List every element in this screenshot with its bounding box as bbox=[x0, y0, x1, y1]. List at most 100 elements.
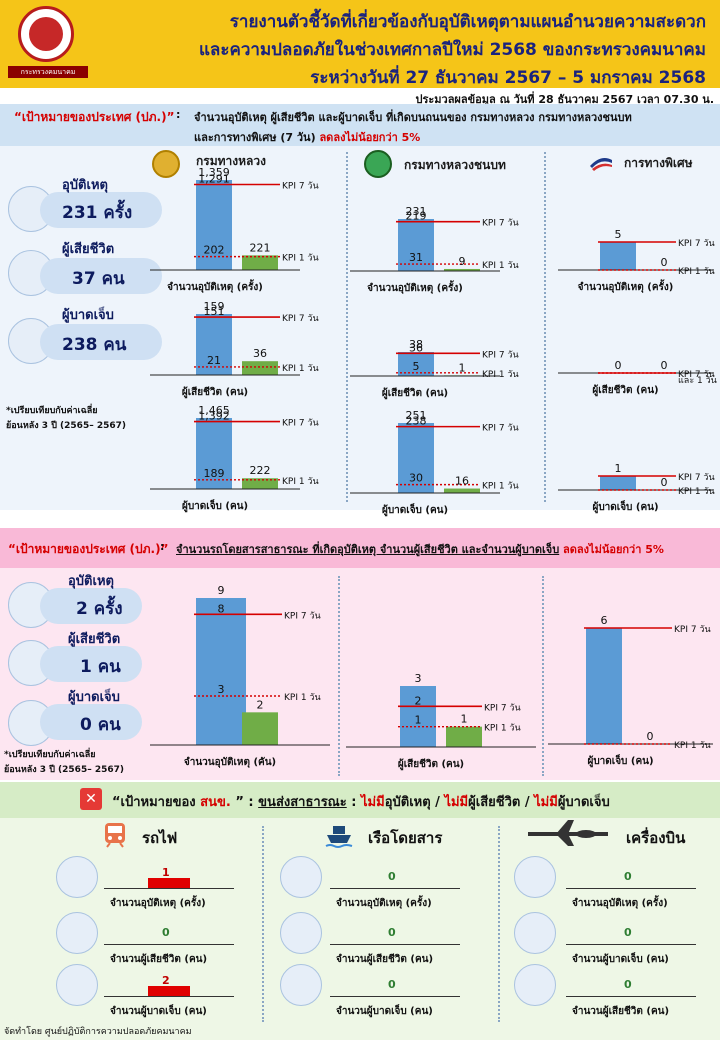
data-label-kpi-1day: 189 bbox=[204, 467, 225, 480]
section1-goal-colon: : bbox=[176, 108, 181, 121]
section3-goal-band bbox=[0, 782, 720, 818]
section1-goal-label: “เป้าหมายของประเทศ (ปภ.)” bbox=[14, 110, 175, 124]
data-label-actual-7day: 231 bbox=[406, 205, 427, 218]
mode-title-airplane: เครื่องบิน bbox=[626, 829, 686, 847]
mode-row-value: 0 bbox=[624, 978, 632, 991]
mode-row-label: จำนวนผู้บาดเจ็บ (คน) bbox=[336, 1006, 433, 1017]
bar-actual-1day bbox=[242, 361, 278, 375]
bar-actual-1day bbox=[444, 268, 480, 271]
data-label-actual-1day: 222 bbox=[250, 464, 271, 477]
data-label-kpi-1day: 30 bbox=[409, 472, 423, 485]
stat-pill-injuries bbox=[40, 324, 162, 360]
doh-logo-icon bbox=[152, 150, 180, 178]
mode-row-label: จำนวนผู้เสียชีวิต (คน) bbox=[336, 954, 434, 965]
x-mark-icon: ✕ bbox=[80, 788, 102, 810]
data-label-kpi-7day: 219 bbox=[406, 210, 427, 223]
data-label-actual-7day: 6 bbox=[601, 614, 608, 627]
data-label-kpi-7day: 1,392 bbox=[198, 410, 230, 423]
chart-x-label: จำนวนอุบัติเหตุ (คัน) bbox=[184, 756, 276, 768]
mode-row-baseline bbox=[104, 944, 234, 945]
data-label-kpi-1day: 202 bbox=[204, 244, 225, 257]
stat-pill-accidents bbox=[40, 192, 162, 228]
section3-none-1: ไม่มี bbox=[361, 795, 385, 810]
mode-row-label: จำนวนอุบัติเหตุ (ครั้ง) bbox=[572, 898, 668, 909]
injured-person-icon bbox=[514, 912, 556, 954]
data-label-actual-7day: 38 bbox=[409, 338, 423, 351]
data-label-actual-7day: 1 bbox=[615, 462, 622, 475]
car-crash-icon bbox=[280, 856, 322, 898]
data-label-kpi-7day: 8 bbox=[218, 602, 225, 615]
mode-row-value: 0 bbox=[624, 870, 632, 883]
chart-exat-accidents: KPI 7 วัน KPI 1 วัน 5 0 จำนวนอุบัติเหตุ (ครั… bbox=[558, 228, 715, 293]
column-divider bbox=[542, 576, 544, 776]
kpi-1day-label: KPI 1 วัน bbox=[284, 693, 321, 703]
bar-actual-1day bbox=[242, 255, 278, 270]
dorr-logo-icon bbox=[364, 150, 392, 178]
bar-actual-1day bbox=[446, 726, 482, 747]
kpi-7day-label: KPI 7 วัน bbox=[282, 314, 319, 324]
section1-goal-red: ลดลงไม่น้อยกว่า 5% bbox=[319, 131, 421, 144]
data-timestamp: ประมวลผลข้อมูล ณ วันที่ 28 ธันวาคม 2567 … bbox=[415, 93, 714, 106]
section3-goal-line: “เป้าหมายของ สนข. ” : ขนส่งสาธารณะ : ไม่… bbox=[112, 791, 610, 812]
column-divider bbox=[544, 152, 546, 502]
data-label-kpi-1day: 5 bbox=[413, 360, 420, 373]
section3-goal-prefix: “เป้าหมายของ bbox=[112, 795, 196, 810]
section3-goal-part-injury: ผู้บาดเจ็บ bbox=[557, 795, 610, 810]
bar-actual-7day bbox=[398, 423, 434, 493]
stat-title-bus-injuries: ผู้บาดเจ็บ bbox=[68, 690, 120, 705]
car-crash-icon bbox=[56, 856, 98, 898]
kpi-1day-label: KPI 1 วัน bbox=[678, 267, 715, 277]
section1-note-line1: *เปรียบเทียบกับค่าเฉลี่ย bbox=[6, 406, 98, 416]
bar-actual-1day bbox=[242, 478, 278, 489]
mode-row-baseline bbox=[104, 888, 234, 889]
kpi-7day-label: KPI 7 วัน bbox=[674, 625, 711, 635]
title-line-2: และความปลอดภัยในช่วงเทศกาลปีใหม่ 2568 ขอ… bbox=[198, 40, 706, 60]
mode-row-baseline bbox=[330, 944, 460, 945]
kpi-1day-label: KPI 1 วัน bbox=[482, 370, 519, 380]
data-label-actual-1day: 0 bbox=[661, 476, 668, 489]
bar-actual-7day bbox=[196, 418, 232, 489]
stat-value-deaths: 37 คน bbox=[72, 269, 125, 289]
mode-title-ship: เรือโดยสาร bbox=[368, 829, 443, 847]
bar-actual-7day bbox=[600, 476, 636, 490]
mode-row-value: 1 bbox=[162, 866, 170, 879]
bar-actual-7day bbox=[600, 242, 636, 270]
stat-value-bus-injuries: 0 คน bbox=[80, 715, 121, 735]
data-label-kpi-7day: 2 bbox=[415, 694, 422, 707]
kpi-1day-label: KPI 1 วัน bbox=[484, 724, 521, 734]
kpi-1day-label: KPI 1 วัน bbox=[282, 254, 319, 264]
data-label-actual-7day: 1,359 bbox=[198, 166, 230, 179]
mode-row-label: จำนวนผู้เสียชีวิต (คน) bbox=[110, 954, 208, 965]
kpi-7day-label: KPI 7 วัน bbox=[482, 350, 519, 360]
mode-row-baseline bbox=[566, 888, 696, 889]
kpi-7day-label: KPI 7 วัน bbox=[482, 424, 519, 434]
section2-goal-line: จำนวนรถโดยสารสาธารณะ ที่เกิดอุบัติเหตุ จ… bbox=[176, 540, 664, 558]
kpi-1day-label: KPI 1 วัน bbox=[282, 364, 319, 374]
section2-goal-label: “เป้าหมายของประเทศ (ปภ.)” bbox=[8, 542, 169, 556]
section2-note: *เปรียบเทียบกับค่าเฉลี่ย ย้อนหลัง 3 ปี (… bbox=[4, 748, 124, 778]
data-label-actual-7day: 251 bbox=[406, 409, 427, 422]
mode-row-label: จำนวนผู้เสียชีวิต (คน) bbox=[572, 1006, 670, 1017]
kpi-7day-label: KPI 7 วัน bbox=[678, 239, 715, 249]
org-title-exat: การทางพิเศษ bbox=[624, 156, 693, 170]
mode-row-value: 0 bbox=[162, 926, 170, 939]
column-divider bbox=[262, 826, 264, 1022]
data-label-actual-1day: 221 bbox=[250, 241, 271, 254]
injured-person-icon bbox=[56, 912, 98, 954]
chart-bus-accidents: KPI 7 วัน KPI 1 วัน 9 8 3 2 จำนวนอุบัติเหตุ (ค… bbox=[150, 584, 330, 768]
data-label-kpi-7day: 1,291 bbox=[198, 173, 230, 186]
data-label-actual-1day: 9 bbox=[459, 255, 466, 268]
footer-credit: จัดทำโดย ศูนย์ปฏิบัติการความปลอดภัยคมนาค… bbox=[4, 1027, 192, 1037]
header-banner bbox=[0, 0, 720, 88]
section1-goal-band bbox=[0, 104, 720, 146]
section3-goal-mid: ” : bbox=[235, 795, 254, 810]
kpi-7day-label: KPI 7 วัน bbox=[678, 473, 715, 483]
kpi-1day-label: KPI 1 วัน bbox=[482, 482, 519, 492]
mode-row-value: 0 bbox=[624, 926, 632, 939]
bandaged-person-icon bbox=[56, 964, 98, 1006]
